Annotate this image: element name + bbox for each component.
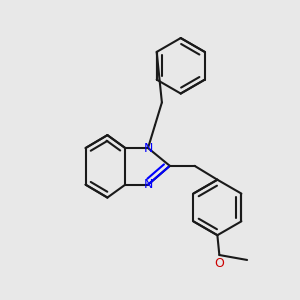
Text: O: O <box>214 257 224 270</box>
Text: N: N <box>143 142 153 154</box>
Text: N: N <box>143 178 153 191</box>
